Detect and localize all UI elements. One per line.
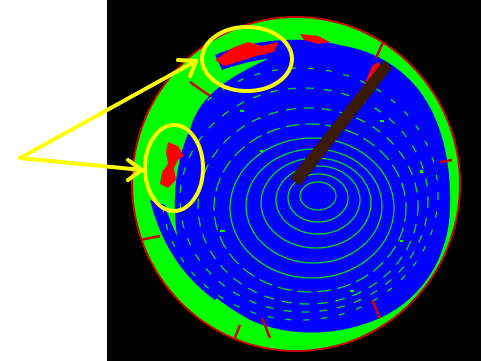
region-red-left [160, 142, 184, 188]
dark-crack [290, 60, 392, 186]
region-red-top [215, 42, 278, 66]
annotation-ellipse-top [200, 25, 294, 93]
annotation-arrowhead-left [126, 158, 144, 182]
annotation-arrowhead-top [176, 58, 198, 78]
radial-cracks [139, 39, 453, 346]
growth-rings [161, 67, 439, 321]
annotation-marks [18, 25, 294, 213]
region-red-top-right [300, 34, 330, 44]
annotation-ellipse-left [143, 123, 205, 213]
annotation-arrow-left [18, 156, 144, 172]
region-blue [174, 43, 451, 333]
annotation-arrow-top [18, 59, 198, 160]
region-blue-left-band [150, 200, 225, 300]
